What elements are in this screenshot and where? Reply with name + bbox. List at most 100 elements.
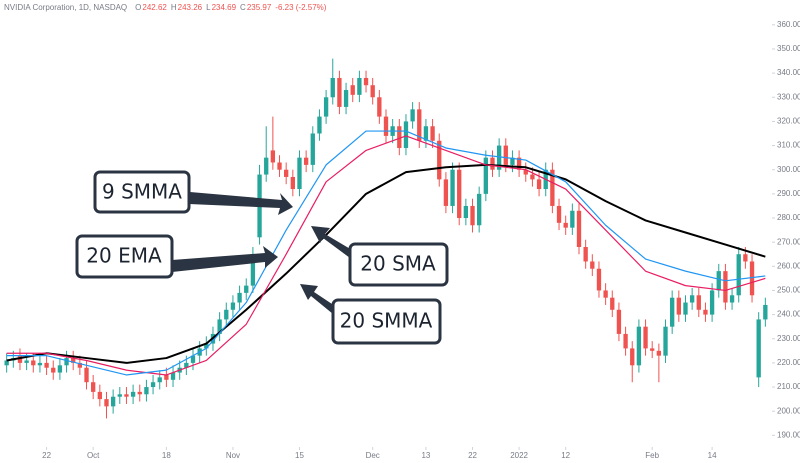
ohlc-label: H — [171, 3, 177, 12]
ohlc-label: C — [240, 3, 246, 12]
candle-body — [224, 309, 229, 320]
candle-body — [437, 140, 442, 180]
candle-body — [51, 367, 56, 373]
candle-body — [450, 169, 455, 206]
y-tick-label: 240.00 — [777, 310, 800, 319]
candle-body — [696, 295, 701, 310]
candle-body — [763, 304, 768, 320]
y-tick-label: 310.00 — [777, 141, 800, 150]
y-tick-label: 350.00 — [777, 44, 800, 53]
annotation: 9 SMMA — [102, 180, 182, 204]
candle-body — [150, 382, 156, 388]
x-tick-label: 2022 — [510, 451, 528, 460]
candle-body — [370, 85, 375, 98]
candle-body — [756, 319, 761, 378]
candle-body — [596, 268, 602, 291]
candle-body — [244, 285, 249, 293]
candle-body — [330, 77, 335, 98]
candle-body — [37, 362, 43, 366]
candle-body — [363, 77, 369, 86]
ohlc-value: 242.62 — [142, 3, 167, 12]
candle-body — [483, 157, 488, 194]
candle-body — [676, 297, 681, 315]
x-tick-label: 15 — [295, 451, 304, 460]
candle-body — [477, 193, 482, 226]
candle-body — [736, 254, 741, 296]
candle-body — [91, 382, 96, 392]
candle-body — [570, 210, 575, 228]
candle-body — [250, 254, 256, 286]
candle-body — [323, 97, 329, 117]
candle-body — [703, 309, 708, 315]
candle-body — [723, 271, 728, 303]
candle-body — [284, 169, 289, 177]
candle-body — [277, 162, 282, 170]
candle-body — [237, 292, 242, 303]
candle-body — [423, 126, 429, 141]
x-tick-label: 14 — [708, 451, 717, 460]
x-tick-label: Dec — [366, 451, 380, 460]
annotation-box — [331, 298, 442, 345]
candle-body — [516, 157, 522, 170]
x-tick-label: Oct — [87, 451, 100, 460]
candle-body — [24, 360, 29, 363]
y-tick-label: 190.00 — [777, 430, 800, 439]
candle-body — [616, 309, 622, 334]
candle-body — [630, 348, 635, 366]
candle-body — [264, 157, 269, 175]
candle-body — [383, 116, 389, 136]
candle-body — [337, 77, 342, 107]
ohlc-label: L — [206, 3, 211, 12]
candle-body — [97, 391, 102, 400]
candle-body — [317, 116, 322, 134]
candle-body — [536, 179, 542, 190]
candle-body — [403, 121, 409, 148]
arrow — [189, 192, 293, 215]
candle-body — [290, 176, 295, 190]
candle-body — [217, 319, 222, 334]
x-tick-label: Feb — [645, 451, 659, 460]
ohlc-value: 234.69 — [212, 3, 237, 12]
ohlc-value: 243.26 — [178, 3, 203, 12]
candle-body — [230, 302, 236, 310]
y-tick-label: 340.00 — [777, 68, 800, 77]
x-tick-label: 18 — [162, 451, 171, 460]
arrow — [300, 284, 335, 314]
y-tick-label: 270.00 — [777, 237, 800, 246]
candle-body — [670, 297, 675, 327]
chart-title: NVIDIA Corporation, 1D, NASDAQ — [4, 3, 127, 12]
annotations: 9 SMMA 20 EMA 20 SMA 20 SMMA — [75, 170, 449, 345]
y-tick-label: 220.00 — [777, 358, 800, 367]
y-tick-label: 330.00 — [777, 92, 800, 101]
x-tick-label: 22 — [42, 451, 51, 460]
y-tick-label: 200.00 — [777, 406, 800, 415]
x-tick-label: 13 — [421, 451, 430, 460]
y-tick-label: 360.00 — [777, 20, 800, 29]
candle-body — [204, 343, 209, 349]
candle-body — [4, 360, 9, 366]
candle-body — [270, 150, 276, 163]
candle-body — [190, 355, 196, 363]
x-tick-label: 12 — [561, 451, 570, 460]
moving-average-line — [6, 130, 766, 376]
candle-body — [184, 362, 189, 368]
candle-body — [716, 271, 721, 291]
moving-average-line — [6, 163, 766, 364]
y-tick-label: 300.00 — [777, 165, 800, 174]
annotation-box — [348, 242, 449, 287]
candle-body — [357, 77, 362, 95]
candle-body — [164, 374, 169, 380]
candle-body — [610, 297, 615, 310]
candle-body — [417, 109, 422, 141]
candle-body — [130, 391, 136, 397]
candle-body — [457, 169, 462, 219]
x-tick-label: Nov — [226, 451, 240, 460]
candle-body — [117, 394, 122, 397]
candle-body — [650, 348, 655, 351]
candle-body — [410, 109, 415, 122]
candle-body — [576, 210, 582, 247]
y-tick-label: 210.00 — [777, 382, 800, 391]
candle-body — [137, 391, 142, 395]
candle-body — [530, 174, 535, 180]
